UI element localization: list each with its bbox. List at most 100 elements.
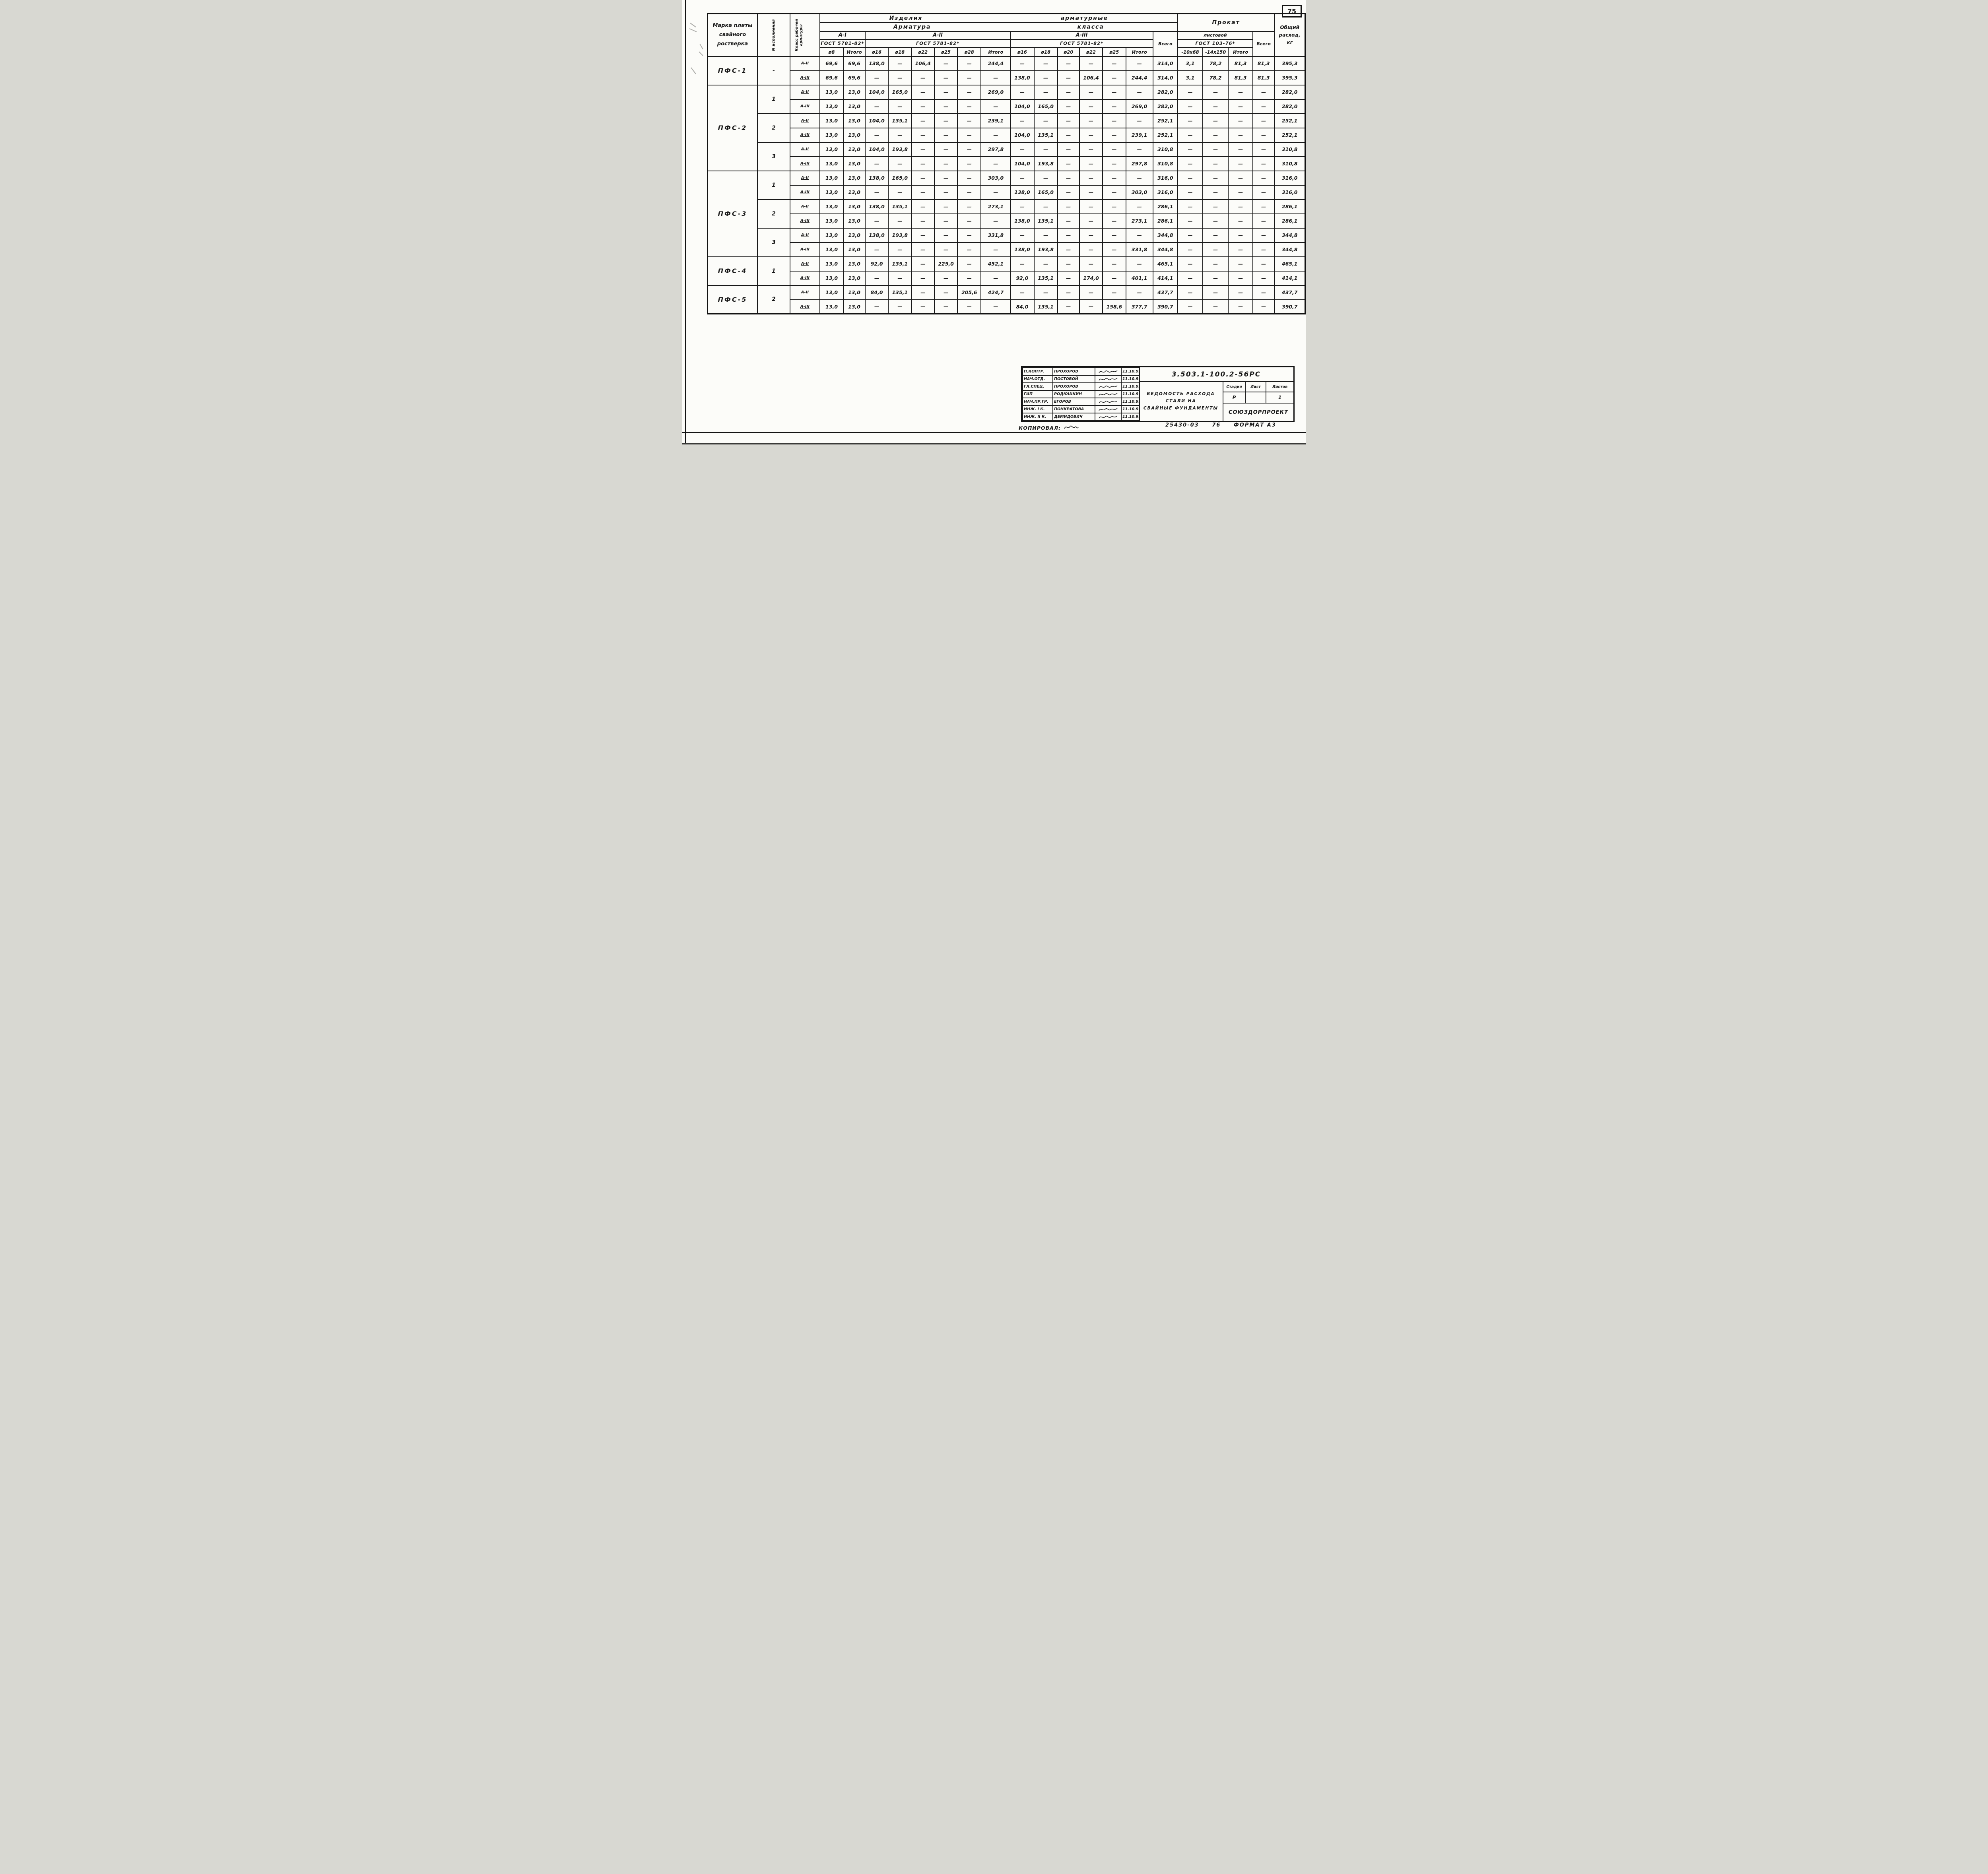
value-cell: —: [1252, 113, 1275, 128]
row-class: А-II: [789, 56, 820, 71]
title-word: арматурные: [1060, 15, 1109, 21]
value-cell: —: [1057, 99, 1080, 114]
value-cell: —: [1057, 227, 1080, 243]
value-cell: —: [864, 127, 889, 143]
value-cell: —: [1079, 199, 1103, 214]
row-class: А-II: [789, 227, 820, 243]
value-cell: 135,1: [1033, 270, 1058, 286]
row-variant: 1: [757, 84, 790, 114]
value-cell: 193,8: [888, 142, 912, 157]
dia-header: ø16: [864, 47, 889, 57]
approval-signature: [1095, 390, 1122, 398]
value-cell: 13,0: [843, 99, 866, 114]
document-title: ВЕДОМОСТЬ РАСХОДА СТАЛИ НА СВАЙНЫЕ ФУНДА…: [1139, 382, 1223, 421]
value-cell: 310,8: [1274, 156, 1306, 171]
approval-row: Н.КОНТР. ПРОХОРОВ 11.10.91: [1022, 367, 1140, 376]
value-cell: —: [1252, 156, 1275, 171]
value-cell: —: [1202, 199, 1229, 214]
value-cell: 174,0: [1079, 270, 1103, 286]
sheet-value: [1246, 392, 1266, 404]
value-cell: 13,0: [819, 99, 844, 114]
value-cell: 78,2: [1202, 56, 1229, 71]
value-cell: —: [980, 184, 1011, 200]
scan-artifact: [689, 23, 703, 74]
value-cell: —: [1102, 127, 1126, 143]
value-cell: —: [957, 170, 982, 186]
value-cell: 13,0: [819, 142, 844, 157]
approval-role: ГИП: [1022, 390, 1053, 398]
value-cell: 252,1: [1152, 113, 1178, 128]
value-cell: —: [934, 242, 958, 257]
value-cell: 452,1: [980, 256, 1011, 272]
table-row: А-III 13,0 13,0— — — — — —84,0 135,1— —158,6 377,7…: [708, 299, 1306, 314]
value-cell: 331,8: [980, 227, 1011, 243]
copied-by-line: КОПИРОВАЛ:: [1019, 424, 1079, 431]
value-cell: —: [1079, 184, 1103, 200]
value-cell: 104,0: [1010, 156, 1035, 171]
header-gost-a2: ГОСТ 5781-82*: [864, 39, 1011, 48]
value-cell: —: [1177, 213, 1204, 229]
value-cell: —: [1057, 127, 1080, 143]
value-cell: —: [1125, 227, 1153, 243]
value-cell: —: [1228, 156, 1253, 171]
row-class: А-II: [789, 170, 820, 186]
approval-date: 11.10.91: [1121, 375, 1140, 383]
value-cell: 138,0: [864, 170, 889, 186]
stage-value: Р: [1223, 392, 1246, 404]
value-cell: 13,0: [843, 199, 866, 214]
approval-role: Н.КОНТР.: [1022, 367, 1053, 376]
value-cell: —: [957, 70, 982, 85]
table-row: ПФС-1- А-II 69,6 69,6 138,0—106,4— —244,4— — — —…: [707, 56, 1306, 85]
value-cell: —: [957, 199, 982, 214]
value-cell: —: [1057, 299, 1080, 314]
approval-signature: [1095, 382, 1122, 391]
value-cell: 135,1: [888, 285, 912, 300]
value-cell: —: [864, 156, 889, 171]
value-cell: 13,0: [819, 227, 844, 243]
value-cell: —: [980, 156, 1011, 171]
approval-row: ИНЖ. II К. ДЕМИДОВИЧ 11.10.91: [1022, 413, 1140, 421]
value-cell: —: [1228, 99, 1253, 114]
value-cell: 104,0: [1010, 127, 1035, 143]
value-cell: 135,1: [1033, 127, 1058, 143]
row-variant: 2: [757, 113, 790, 143]
value-cell: —: [1252, 99, 1275, 114]
value-cell: 252,1: [1274, 127, 1306, 143]
table-row: А-III 13,0 13,0— — — — — —104,0 193,8— — —297,8 310…: [708, 156, 1306, 171]
value-cell: —: [934, 199, 958, 214]
signature-icon: [1099, 377, 1118, 380]
scanned-drawing-sheet: 75 Марка плиты свайного ростверка: [682, 0, 1306, 444]
value-cell: —: [1010, 285, 1035, 300]
value-cell: 13,0: [819, 256, 844, 272]
signature-icon: [1099, 415, 1118, 418]
value-cell: —: [888, 127, 912, 143]
value-cell: 13,0: [819, 270, 844, 286]
row-mark: ПФС-1: [707, 56, 758, 85]
value-cell: —: [934, 170, 958, 186]
value-cell: —: [957, 99, 982, 114]
footer-stamp-line: 25430-03 76 ФОРМАТ А3: [1165, 422, 1287, 428]
value-cell: 310,8: [1152, 156, 1178, 171]
value-cell: —: [1202, 256, 1229, 272]
steel-table-body: ПФС-1- А-II 69,6 69,6 138,0—106,4— —244,4— — — —…: [707, 56, 1306, 314]
header-products-title: Изделия арматурные: [819, 13, 1178, 23]
value-cell: —: [934, 70, 958, 85]
table-row: ПФС-4 1 А-II 13,0 13,0 92,0 135,1—225,0—452,1—…: [707, 256, 1306, 286]
value-cell: 84,0: [864, 285, 889, 300]
value-cell: —: [1033, 199, 1058, 214]
value-cell: —: [888, 213, 912, 229]
value-cell: —: [1125, 56, 1153, 71]
header-reinforcement-class: Арматура класса: [819, 22, 1178, 32]
value-cell: 92,0: [864, 256, 889, 272]
value-cell: 244,4: [1125, 70, 1153, 85]
value-cell: 314,0: [1152, 70, 1178, 85]
value-cell: 135,1: [888, 199, 912, 214]
value-cell: —: [1252, 184, 1275, 200]
value-cell: 193,8: [1033, 156, 1058, 171]
row-class: А-III: [789, 70, 820, 85]
value-cell: —: [1202, 184, 1229, 200]
approval-date: 11.10.91: [1121, 367, 1140, 376]
approval-row: НАЧ.ПР.ГР. ЕГОРОВ 11.10.91: [1022, 398, 1140, 406]
value-cell: —: [911, 156, 935, 171]
row-class: А-III: [789, 213, 820, 229]
